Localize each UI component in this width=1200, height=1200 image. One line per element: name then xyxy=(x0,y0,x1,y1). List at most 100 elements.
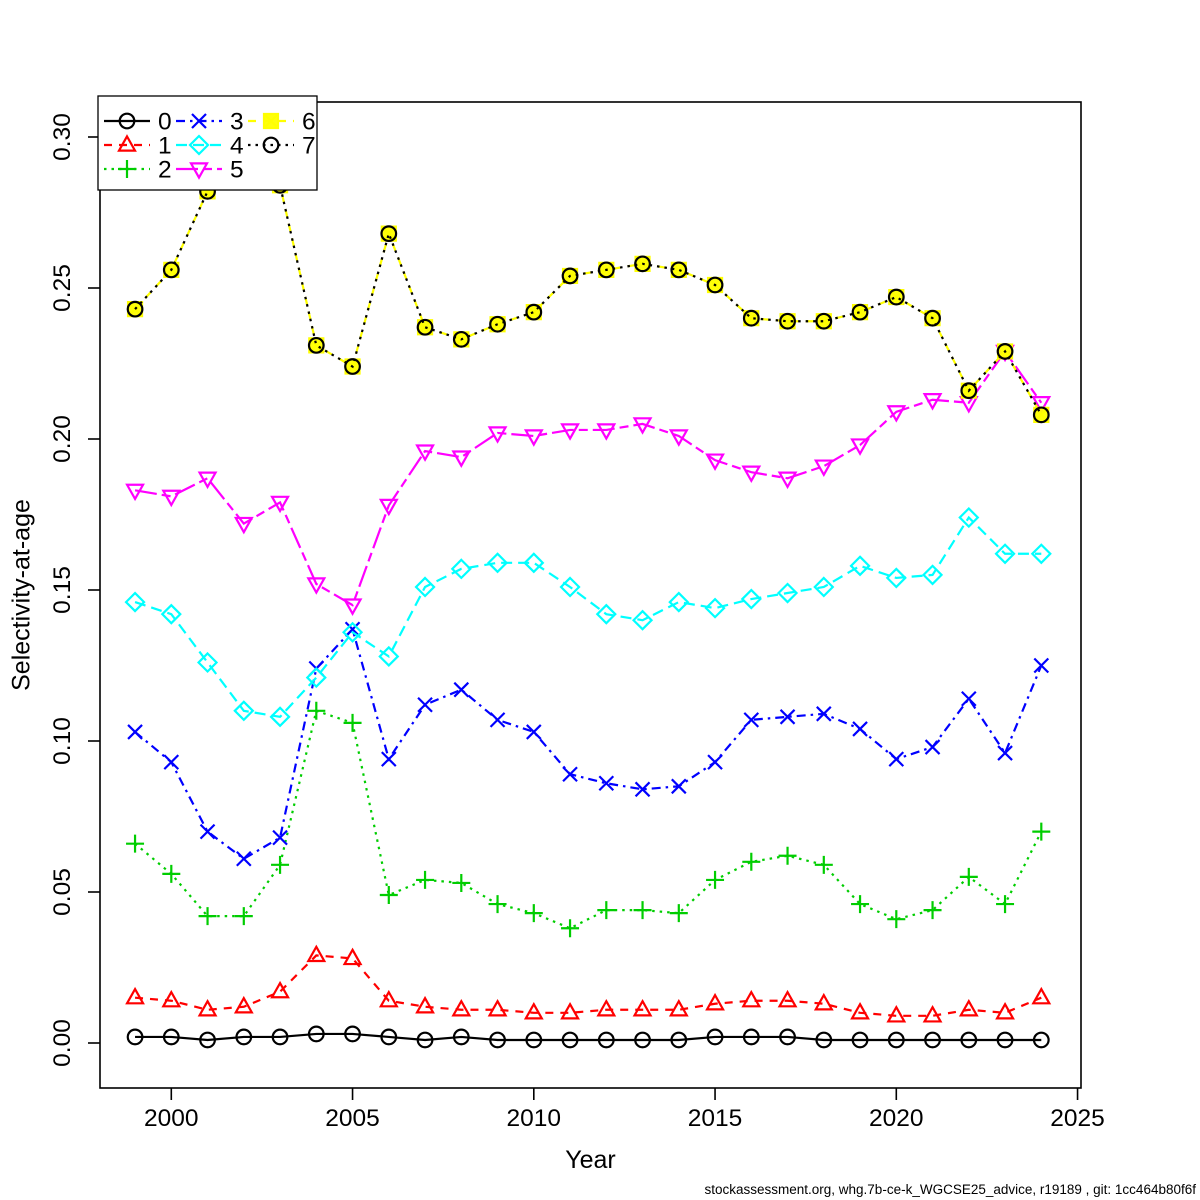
series-3 xyxy=(127,621,1050,867)
circle-marker xyxy=(815,1031,833,1049)
circle-marker xyxy=(126,300,144,318)
circle-marker xyxy=(380,225,398,243)
triangle-down-marker xyxy=(886,405,907,423)
plus-marker xyxy=(669,904,688,923)
diamond-marker xyxy=(414,576,436,598)
plus-marker xyxy=(959,867,978,886)
circle-marker xyxy=(960,382,978,400)
x-marker xyxy=(489,712,506,728)
circle-marker xyxy=(271,1028,289,1046)
circle-marker xyxy=(960,1031,978,1049)
plus-marker xyxy=(851,895,870,914)
series-1 xyxy=(125,944,1052,1023)
x-marker xyxy=(562,766,578,782)
x-axis-tick-label: 2010 xyxy=(507,1105,562,1132)
legend-label: 4 xyxy=(230,133,244,160)
legend-label: 1 xyxy=(158,133,172,160)
plot-border xyxy=(99,101,1082,1089)
circle-marker xyxy=(118,112,136,130)
circle-marker xyxy=(262,136,280,154)
legend-entry-0: 0 xyxy=(104,109,172,136)
legend-label: 0 xyxy=(158,109,172,136)
diamond-marker xyxy=(559,576,581,598)
diamond-marker xyxy=(269,706,291,728)
triangle-up-marker xyxy=(596,998,617,1017)
y-axis-tick-label: 0.15 xyxy=(49,566,76,614)
triangle-down-marker xyxy=(189,162,209,180)
legend-entry-1: 1 xyxy=(104,133,172,160)
circle-marker xyxy=(525,303,543,321)
circle-marker xyxy=(706,276,724,294)
triangle-down-marker xyxy=(270,495,290,514)
triangle-down-marker xyxy=(850,438,870,456)
diamond-marker xyxy=(595,603,617,625)
series-5 xyxy=(125,344,1052,616)
diamond-marker xyxy=(233,700,255,722)
triangle-down-marker xyxy=(813,459,834,478)
diamond-marker xyxy=(341,621,364,643)
x-axis-title: Year xyxy=(565,1146,616,1174)
diamond-marker xyxy=(704,597,726,619)
diamond-marker xyxy=(740,588,762,610)
triangle-down-marker xyxy=(161,489,182,508)
circle-marker xyxy=(597,1031,615,1049)
triangle-down-marker xyxy=(451,450,472,468)
plus-marker xyxy=(234,907,253,926)
legend-entry-4: 4 xyxy=(176,133,244,160)
triangle-up-marker xyxy=(270,980,290,999)
triangle-up-marker xyxy=(117,134,137,152)
diamond-marker xyxy=(188,134,210,156)
triangle-down-marker xyxy=(596,423,617,441)
legend-label: 3 xyxy=(230,109,244,136)
x-axis-tick-label: 2015 xyxy=(688,1105,743,1132)
series-line-6 xyxy=(134,159,1043,416)
triangle-down-marker xyxy=(668,429,689,447)
triangle-down-marker xyxy=(306,577,327,595)
diamond-marker xyxy=(160,603,182,625)
plus-marker xyxy=(488,895,507,914)
circle-marker xyxy=(996,1031,1014,1049)
triangle-up-marker xyxy=(306,944,327,963)
x-marker xyxy=(191,113,207,129)
circle-marker xyxy=(489,1031,506,1049)
triangle-down-marker xyxy=(632,417,653,435)
plus-marker xyxy=(118,160,136,178)
x-marker xyxy=(997,745,1013,761)
circle-marker xyxy=(742,309,760,327)
series-line-0 xyxy=(135,1032,1042,1042)
plus-marker xyxy=(307,701,326,720)
y-axis-tick-label: 0.20 xyxy=(49,415,76,463)
triangle-up-marker xyxy=(125,986,145,1005)
circle-marker xyxy=(779,1028,796,1046)
legend-entry-2: 2 xyxy=(104,157,172,184)
triangle-up-marker xyxy=(560,1001,580,1020)
circle-marker xyxy=(489,315,506,333)
diamond-marker xyxy=(378,645,400,667)
x-marker xyxy=(671,778,687,795)
circle-marker xyxy=(996,343,1014,360)
triangle-up-marker xyxy=(342,947,363,966)
legend: 012 345 67 xyxy=(97,95,318,191)
circle-marker xyxy=(561,267,579,285)
x-marker xyxy=(634,781,651,798)
circle-marker xyxy=(742,1028,760,1046)
plus-marker xyxy=(923,901,942,920)
series-line-4 xyxy=(134,515,1042,719)
y-axis-tick-label: 0.30 xyxy=(49,113,76,161)
legend-label: 2 xyxy=(158,157,172,184)
series-4 xyxy=(124,506,1052,728)
plus-marker xyxy=(778,846,797,865)
triangle-down-marker xyxy=(777,471,798,490)
triangle-up-marker xyxy=(1031,986,1052,1005)
triangle-down-marker xyxy=(741,465,762,484)
circle-marker xyxy=(706,1028,724,1046)
circle-marker xyxy=(561,1031,579,1049)
plus-marker xyxy=(597,901,616,920)
diamond-marker xyxy=(196,651,219,674)
plus-marker xyxy=(343,713,362,732)
legend-entry-6: 6 xyxy=(248,109,316,136)
triangle-up-marker xyxy=(378,989,399,1008)
x-axis-tick-label: 2005 xyxy=(325,1105,380,1132)
triangle-up-marker xyxy=(451,998,472,1017)
x-marker xyxy=(199,823,216,840)
